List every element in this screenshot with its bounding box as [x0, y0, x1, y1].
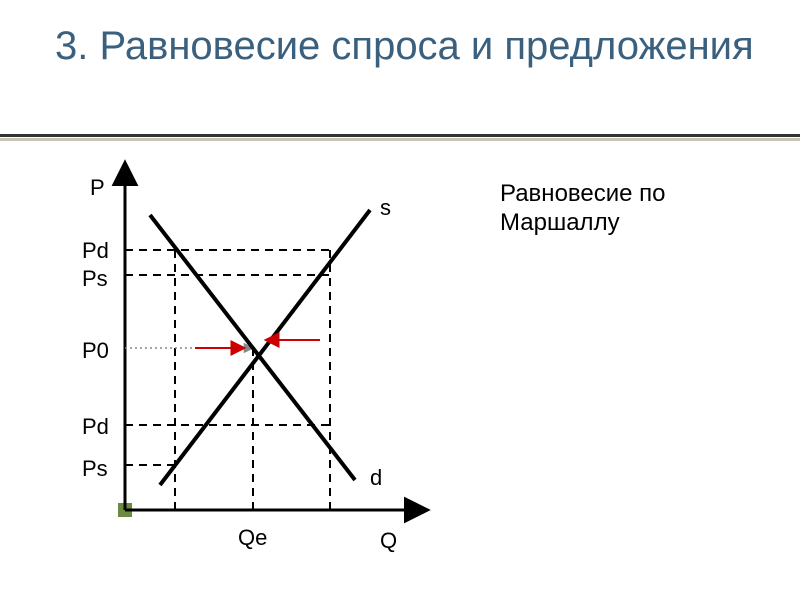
- caption: Равновесие по Маршаллу: [500, 180, 760, 238]
- label-q: Q: [380, 528, 397, 554]
- label-supply: s: [380, 195, 391, 221]
- label-ps-top: Ps: [82, 266, 108, 292]
- caption-line-2: Маршаллу: [500, 209, 620, 236]
- label-ps-bot: Ps: [82, 456, 108, 482]
- divider-dark: [0, 134, 800, 137]
- slide-title: 3. Равновесие спроса и предложения: [55, 22, 755, 70]
- divider-light: [0, 138, 800, 141]
- label-p: P: [90, 175, 105, 201]
- label-p0: P0: [82, 338, 109, 364]
- supply-demand-chart: P Pd Ps P0 Pd Ps Qe Q s d: [60, 150, 490, 580]
- label-pd-top: Pd: [82, 238, 109, 264]
- caption-line-1: Равновесие по: [500, 180, 666, 207]
- label-pd-bot: Pd: [82, 414, 109, 440]
- label-qe: Qe: [238, 525, 267, 551]
- slide: 3. Равновесие спроса и предложения Равно…: [0, 0, 800, 600]
- dashed-lines: [125, 250, 330, 510]
- label-demand: d: [370, 465, 382, 491]
- chart-svg: [60, 150, 490, 580]
